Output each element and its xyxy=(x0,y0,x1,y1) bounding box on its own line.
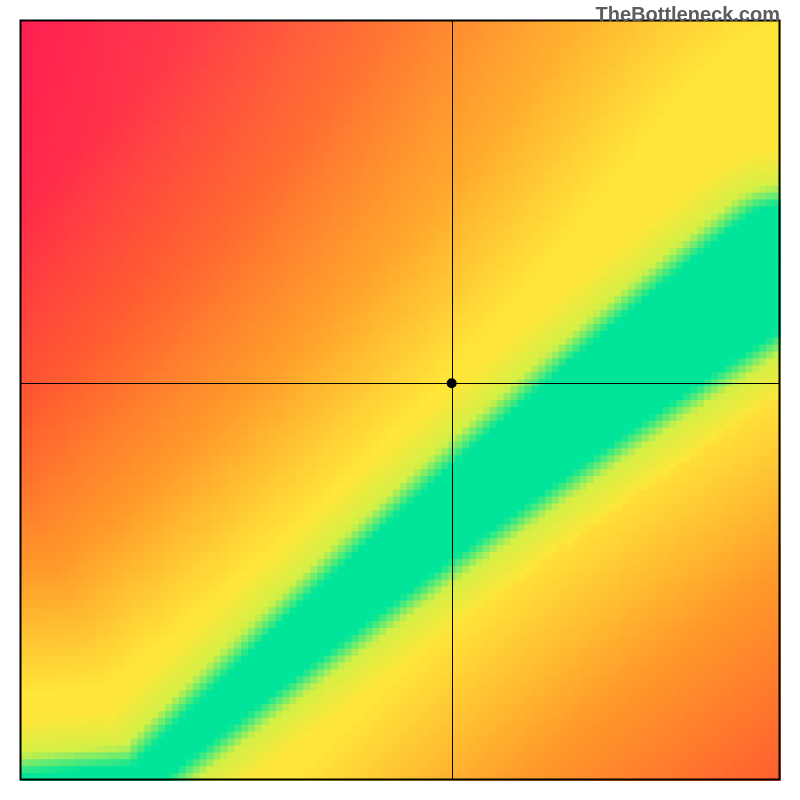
chart-container: TheBottleneck.com xyxy=(0,0,800,800)
watermark-text: TheBottleneck.com xyxy=(596,4,780,27)
bottleneck-heatmap xyxy=(0,0,800,800)
